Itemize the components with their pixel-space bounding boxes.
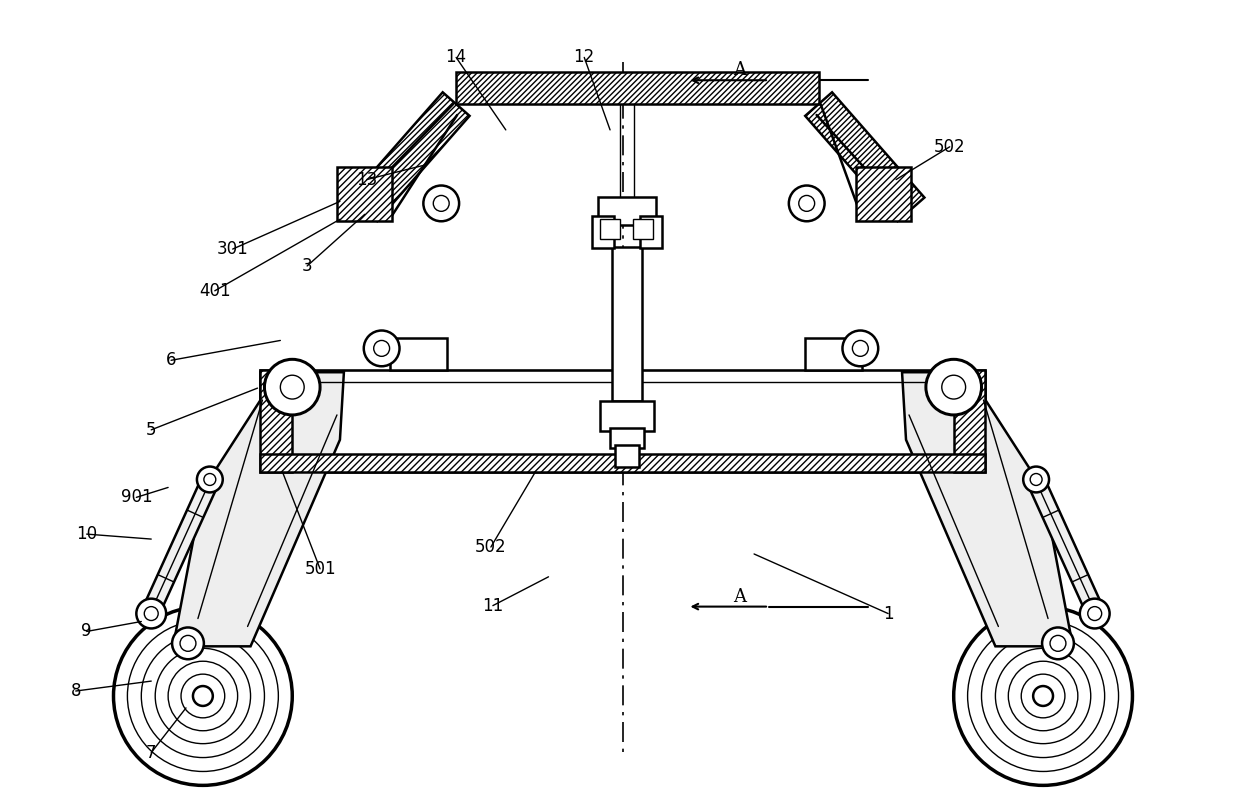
Circle shape [144, 607, 159, 620]
Circle shape [1087, 607, 1101, 620]
Circle shape [1033, 686, 1053, 706]
Circle shape [1080, 599, 1110, 629]
Text: 502: 502 [934, 138, 966, 156]
Circle shape [799, 195, 815, 211]
Circle shape [789, 185, 825, 221]
Circle shape [433, 195, 449, 211]
Text: 502: 502 [475, 538, 507, 556]
Bar [640, 216, 662, 248]
Circle shape [954, 607, 1132, 786]
Bar [954, 370, 986, 471]
Bar [260, 370, 293, 471]
Bar [632, 220, 652, 239]
Circle shape [926, 360, 982, 415]
Bar [600, 220, 620, 239]
Circle shape [264, 360, 320, 415]
Polygon shape [174, 373, 343, 646]
Circle shape [203, 474, 216, 485]
Circle shape [1030, 474, 1042, 485]
Polygon shape [1028, 478, 1102, 614]
Text: A: A [733, 62, 745, 79]
Bar [613, 247, 642, 401]
Bar [857, 167, 911, 221]
Bar [456, 72, 818, 104]
Text: 401: 401 [198, 282, 231, 300]
Circle shape [136, 599, 166, 629]
Circle shape [941, 375, 966, 399]
Text: A: A [733, 588, 745, 606]
Circle shape [1023, 467, 1049, 492]
Circle shape [114, 607, 293, 786]
Bar [600, 401, 653, 431]
Text: 13: 13 [356, 171, 377, 189]
Circle shape [363, 330, 399, 366]
Text: 5: 5 [146, 421, 156, 439]
Bar [337, 167, 392, 221]
Circle shape [193, 686, 213, 706]
Bar [593, 216, 614, 248]
Text: 14: 14 [445, 49, 466, 66]
Text: 8: 8 [71, 682, 81, 700]
Text: 1: 1 [883, 604, 894, 623]
Text: 301: 301 [217, 240, 248, 258]
Text: 10: 10 [76, 525, 97, 544]
Circle shape [423, 185, 459, 221]
Polygon shape [351, 92, 470, 221]
Text: 901: 901 [120, 488, 153, 506]
Circle shape [197, 467, 223, 492]
Circle shape [180, 635, 196, 651]
Polygon shape [805, 92, 925, 221]
Circle shape [1042, 628, 1074, 659]
Circle shape [852, 340, 868, 356]
Bar [610, 428, 644, 448]
Polygon shape [143, 478, 218, 614]
Bar [805, 339, 862, 370]
Circle shape [172, 628, 203, 659]
Text: 501: 501 [304, 560, 336, 578]
Bar [260, 370, 986, 471]
Bar [389, 339, 448, 370]
Circle shape [1050, 635, 1066, 651]
Text: 3: 3 [301, 257, 312, 275]
Bar [598, 198, 656, 225]
Bar [615, 445, 639, 467]
Circle shape [842, 330, 878, 366]
Text: 7: 7 [146, 744, 156, 761]
Text: 9: 9 [82, 622, 92, 641]
Circle shape [280, 375, 304, 399]
Circle shape [373, 340, 389, 356]
Text: 12: 12 [574, 49, 595, 66]
Bar [260, 454, 986, 471]
Text: 11: 11 [482, 597, 503, 615]
Polygon shape [901, 373, 1073, 646]
Text: 6: 6 [166, 352, 176, 369]
